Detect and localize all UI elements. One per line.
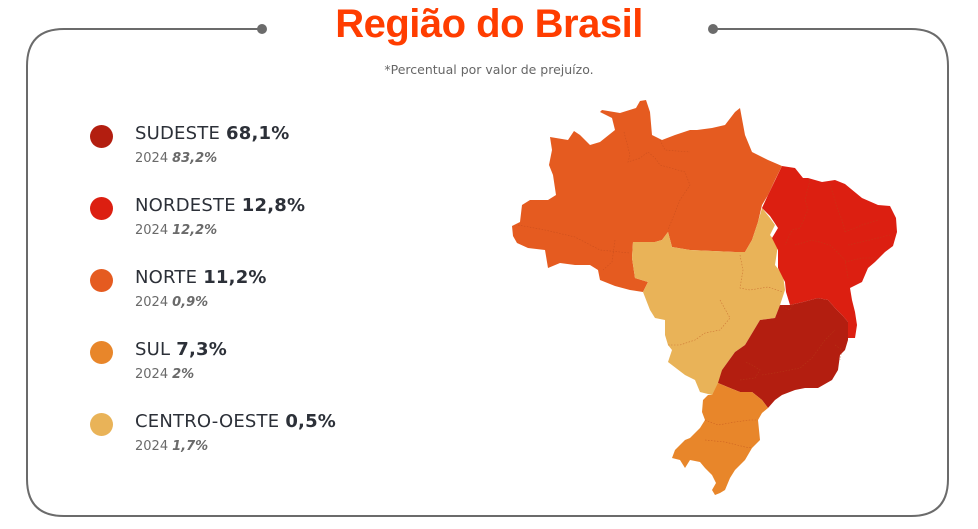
page-subtitle: *Percentual por valor de prejuízo. bbox=[384, 62, 594, 77]
legend-region-value: 7,3% bbox=[176, 339, 227, 360]
legend-prev-year: 2024 bbox=[135, 223, 169, 238]
legend-prev-year: 2024 bbox=[135, 151, 169, 166]
legend-dot-nordeste bbox=[90, 197, 113, 220]
legend-dot-sudeste bbox=[90, 125, 113, 148]
legend-prev-year: 2024 bbox=[135, 439, 169, 454]
map-state-borders bbox=[517, 131, 891, 449]
legend-region-name: NORDESTE bbox=[135, 195, 236, 216]
map-region-norte[interactable] bbox=[512, 100, 782, 292]
legend-prev-value: 0,9% bbox=[172, 295, 209, 310]
legend-dot-norte bbox=[90, 269, 113, 292]
legend-region-value: 12,8% bbox=[241, 195, 306, 216]
frame-right-dot bbox=[708, 24, 718, 34]
legend-region-name: SUDESTE bbox=[135, 123, 221, 144]
legend-region-value: 11,2% bbox=[203, 267, 267, 288]
legend-prev-value: 83,2% bbox=[172, 151, 218, 166]
legend-region-name: CENTRO-OESTE bbox=[135, 411, 280, 432]
frame-left-dot bbox=[257, 24, 267, 34]
legend-prev-value: 2% bbox=[172, 367, 195, 382]
legend-prev-value: 12,2% bbox=[172, 223, 218, 238]
map-region-centro-oeste[interactable] bbox=[632, 208, 785, 395]
legend-region-name: NORTE bbox=[135, 267, 198, 288]
legend-prev-value: 1,7% bbox=[172, 439, 209, 454]
map-region-sudeste[interactable] bbox=[718, 298, 848, 408]
legend-prev-year: 2024 bbox=[135, 367, 169, 382]
legend-prev-year: 2024 bbox=[135, 295, 169, 310]
legend-dot-centro-oeste bbox=[90, 413, 113, 436]
legend-region-value: 0,5% bbox=[285, 411, 337, 432]
map-region-sul[interactable] bbox=[672, 383, 768, 495]
legend-dot-sul bbox=[90, 341, 113, 364]
legend-region-value: 68,1% bbox=[226, 123, 290, 144]
map-region-nordeste[interactable] bbox=[762, 166, 897, 338]
legend-region-name: SUL bbox=[135, 339, 171, 360]
page-title: Região do Brasil bbox=[0, 2, 978, 47]
